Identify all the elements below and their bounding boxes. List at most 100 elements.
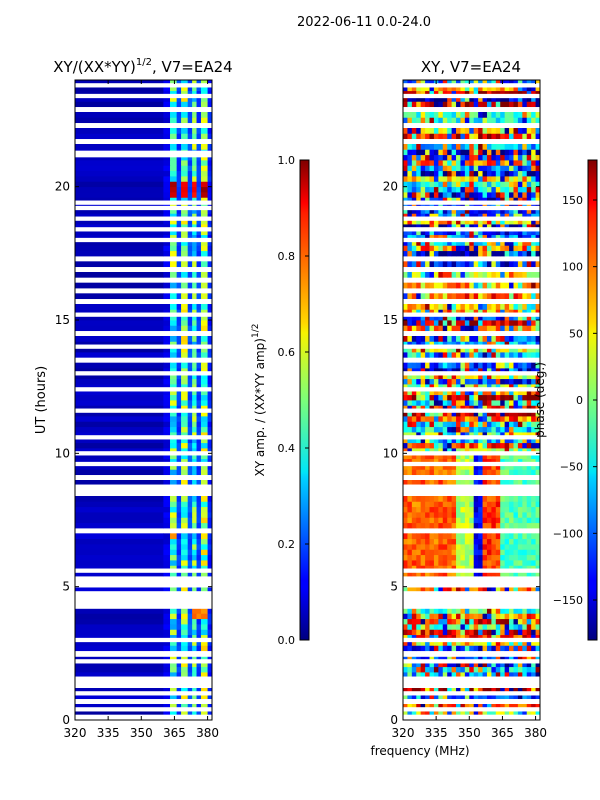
amp-cell — [196, 533, 202, 540]
phase-cell — [517, 672, 523, 678]
amp-cell — [207, 613, 212, 620]
phase-cell — [509, 410, 514, 417]
phase-cell — [531, 304, 536, 310]
phase-cell — [509, 464, 514, 470]
phase-cell — [403, 416, 408, 422]
amp-cell — [75, 645, 164, 652]
amp-panel: XY/(XX*YY)1/2, V7=EA24 320 335 350 365 38005… — [34, 57, 233, 740]
phase-cell — [531, 565, 536, 572]
phase-cell — [433, 554, 439, 561]
phase-cell — [433, 496, 439, 502]
phase-cell — [429, 229, 435, 236]
amp-cell — [170, 565, 178, 572]
phase-cell — [411, 245, 417, 252]
phase-cell — [509, 378, 514, 385]
amp-cell — [196, 309, 202, 316]
phase-cell — [517, 373, 523, 380]
phase-cell — [509, 661, 514, 668]
phase-cell — [486, 432, 492, 438]
phase-cell — [460, 149, 466, 156]
phase-cell — [416, 426, 422, 433]
phase-cell — [429, 293, 435, 300]
phase-cell — [517, 160, 523, 166]
amp-cell — [75, 309, 164, 316]
phase-cell — [478, 250, 483, 257]
phase-cell — [460, 549, 466, 556]
phase-cell — [407, 645, 413, 652]
phase-cell — [433, 240, 439, 246]
phase-cell — [447, 709, 453, 716]
amp-cell — [176, 506, 182, 513]
phase-cell — [526, 410, 532, 417]
phase-cell — [403, 293, 408, 300]
phase-cell — [433, 458, 439, 465]
phase-cell — [407, 133, 413, 140]
phase-cell — [513, 101, 519, 108]
phase-cell — [531, 608, 536, 614]
phase-heatmap — [403, 80, 540, 719]
phase-cell — [416, 586, 422, 593]
phase-cell — [526, 496, 532, 502]
phase-cell — [433, 506, 439, 513]
phase-cell — [517, 624, 523, 630]
phase-cell — [491, 250, 497, 257]
phase-cell — [486, 640, 492, 646]
phase-cell — [425, 426, 430, 433]
amp-cell — [181, 352, 189, 358]
phase-cell — [460, 362, 466, 369]
phase-cell — [438, 170, 444, 177]
amp-cell — [187, 522, 193, 529]
phase-cell — [500, 218, 506, 225]
phase-cell — [460, 80, 466, 86]
amp-cell — [207, 618, 212, 625]
phase-cell — [460, 133, 466, 140]
phase-cell — [486, 405, 492, 412]
phase-cell — [473, 224, 479, 230]
phase-cell — [486, 133, 492, 140]
phase-cell — [504, 128, 510, 134]
phase-cell — [478, 506, 483, 513]
phase-cell — [456, 208, 461, 214]
phase-cell — [522, 544, 528, 550]
phase-cell — [425, 506, 430, 513]
amp-cell — [196, 202, 202, 209]
amp-cell — [207, 389, 212, 396]
phase-cell — [509, 192, 514, 198]
phase-cell — [403, 218, 408, 225]
phase-cell — [535, 608, 540, 614]
phase-cell — [433, 389, 439, 396]
amp-cell — [176, 496, 182, 502]
phase-cell — [425, 101, 430, 108]
phase-gap-row — [403, 451, 540, 456]
phase-cell — [486, 480, 492, 486]
amp-cell — [181, 373, 189, 380]
amp-cell — [75, 160, 164, 166]
phase-cell — [482, 154, 488, 161]
amp-gap-row — [75, 659, 212, 664]
phase-cell — [491, 426, 497, 433]
phase-cell — [416, 501, 422, 508]
phase-gap-row — [403, 528, 540, 533]
phase-cell — [491, 197, 497, 204]
phase-cell — [500, 213, 506, 220]
phase-cell — [442, 458, 448, 465]
phase-cell — [500, 368, 506, 374]
amp-cell — [187, 501, 193, 508]
amp-cell — [181, 202, 189, 209]
phase-cell — [420, 85, 426, 92]
phase-cell — [451, 624, 457, 630]
phase-cell — [500, 373, 506, 380]
amp-cell — [192, 533, 197, 540]
amp-cell — [196, 208, 202, 214]
amp-cell — [176, 549, 182, 556]
phase-cell — [464, 218, 470, 225]
phase-cell — [495, 117, 501, 124]
phase-cell — [535, 629, 540, 636]
phase-cell — [411, 666, 417, 673]
amp-cell — [196, 416, 202, 422]
phase-cell — [513, 213, 519, 220]
amp-cell — [187, 85, 193, 92]
phase-cell — [464, 160, 470, 166]
phase-cell — [478, 144, 483, 150]
phase-cell — [526, 480, 532, 486]
